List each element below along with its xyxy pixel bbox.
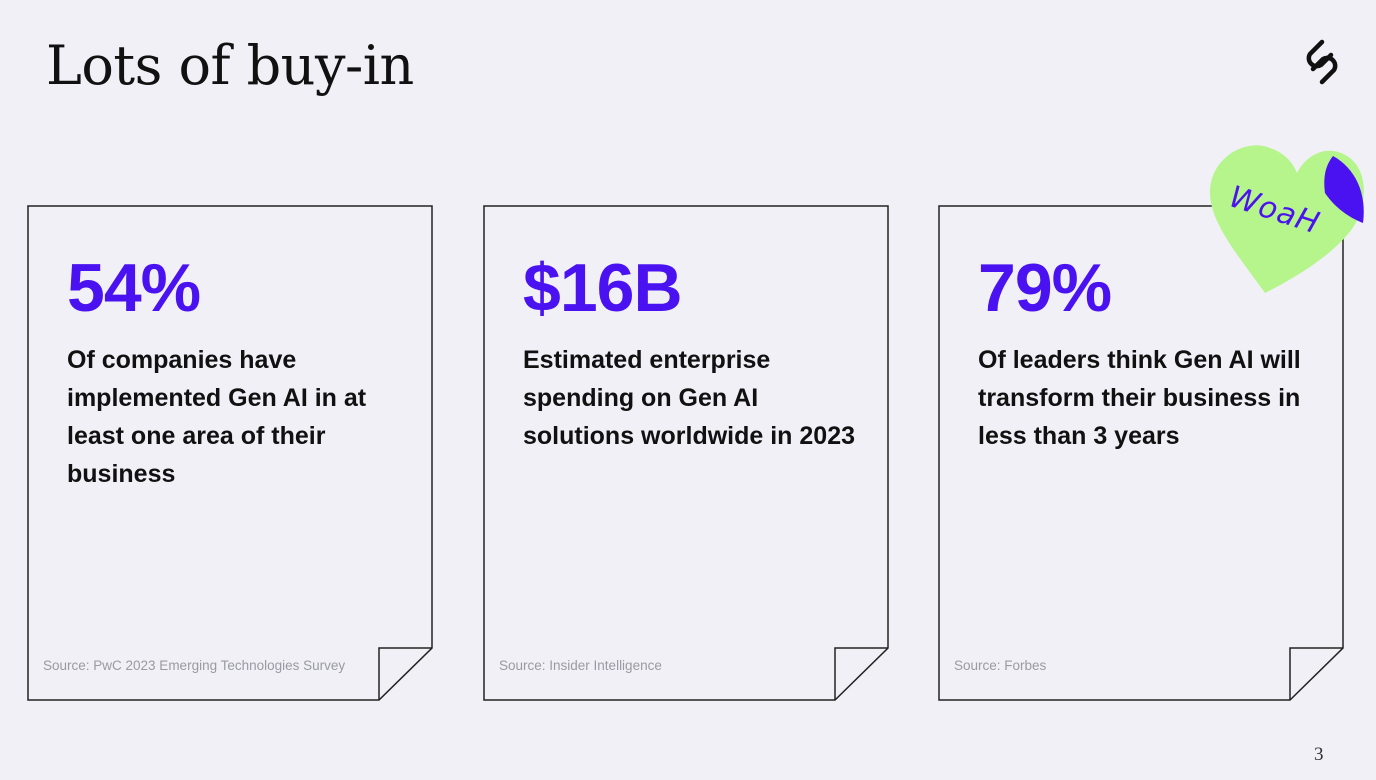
- stat-card-2: $16B Estimated enterprise spending on Ge…: [483, 205, 889, 701]
- stat-card-1: 54% Of companies have implemented Gen AI…: [27, 205, 433, 701]
- stat-description: Of companies have implemented Gen AI in …: [67, 346, 367, 488]
- stat-description: Of leaders think Gen AI will transform t…: [978, 346, 1301, 450]
- stat-value: 79%: [978, 250, 1112, 326]
- stat-value: 54%: [67, 250, 201, 326]
- stat-description: Estimated enterprise spending on Gen AI …: [523, 346, 856, 450]
- stat-source: Source: Forbes: [954, 658, 1047, 673]
- stat-value: $16B: [523, 250, 683, 326]
- slide-title: Lots of buy-in: [46, 34, 414, 97]
- stat-source: Source: Insider Intelligence: [499, 658, 662, 673]
- paperclip-s-icon: [1306, 39, 1338, 85]
- stat-card-3: 79% Of leaders think Gen AI will transfo…: [938, 205, 1344, 701]
- page-number: 3: [1314, 744, 1324, 765]
- card-frame: [27, 205, 433, 701]
- card-frame: [483, 205, 889, 701]
- stat-source: Source: PwC 2023 Emerging Technologies S…: [43, 658, 346, 673]
- heart-sticker-icon: [1210, 145, 1364, 293]
